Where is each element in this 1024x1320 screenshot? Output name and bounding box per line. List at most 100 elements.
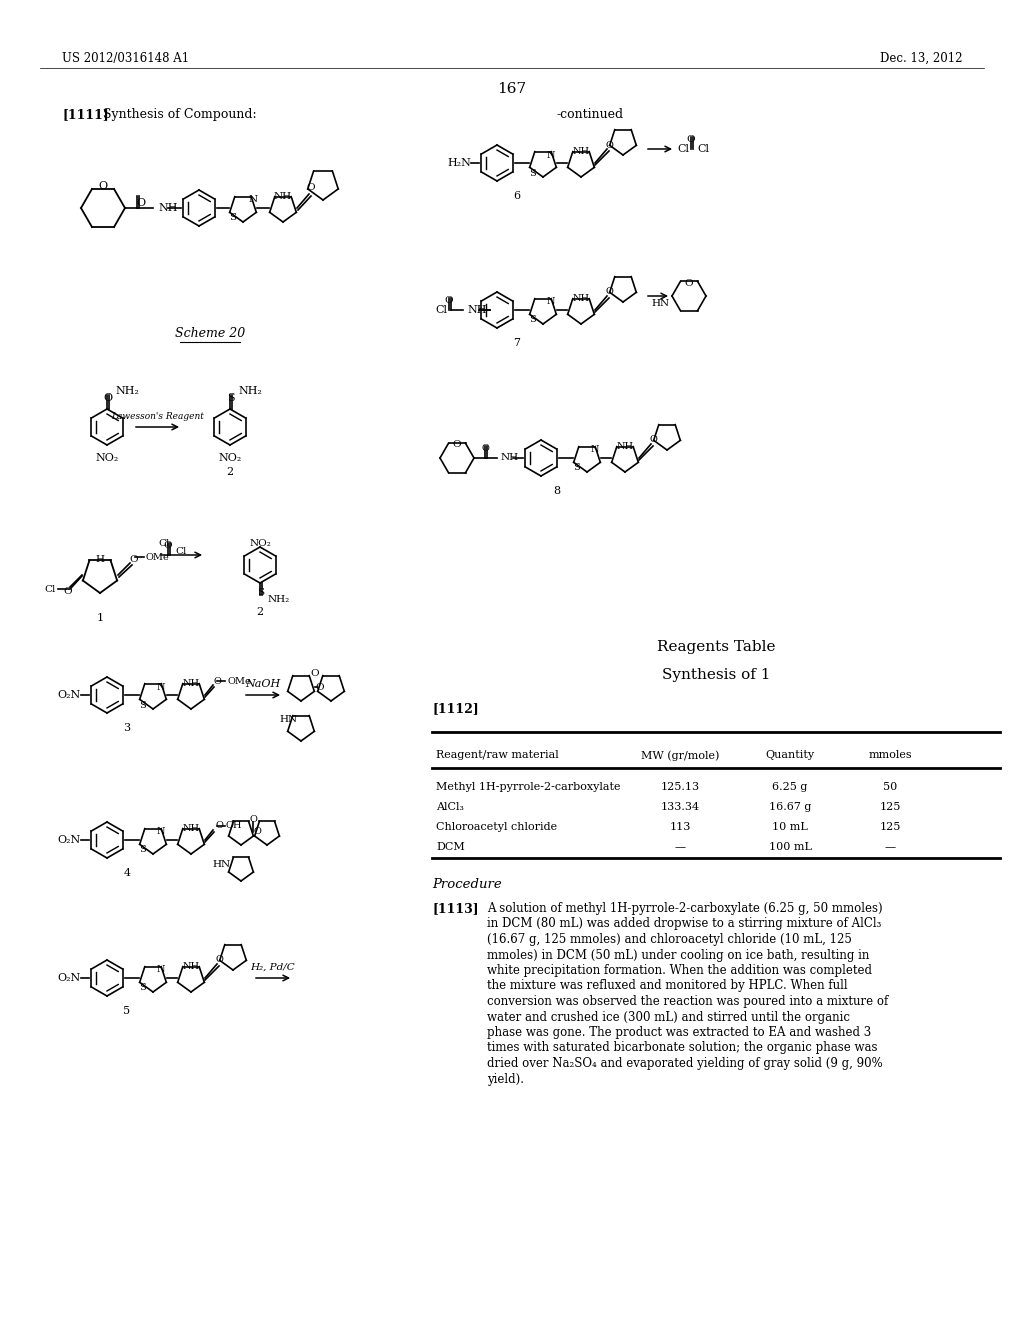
Text: N: N	[157, 682, 165, 692]
Text: AlCl₃: AlCl₃	[436, 803, 464, 812]
Text: mmoles: mmoles	[868, 750, 911, 760]
Text: yield).: yield).	[487, 1072, 524, 1085]
Text: O: O	[98, 181, 108, 191]
Text: Cl: Cl	[435, 305, 447, 315]
Text: Scheme 20: Scheme 20	[175, 327, 245, 341]
Text: O: O	[215, 956, 223, 965]
Text: NH: NH	[572, 294, 590, 304]
Text: O: O	[103, 393, 113, 403]
Text: dried over Na₂SO₄ and evaporated yielding of gray solid (9 g, 90%: dried over Na₂SO₄ and evaporated yieldin…	[487, 1057, 883, 1071]
Text: DCM: DCM	[436, 842, 465, 851]
Text: Procedure: Procedure	[432, 878, 502, 891]
Text: O: O	[306, 183, 315, 193]
Text: OMe: OMe	[227, 676, 251, 685]
Text: N: N	[547, 150, 555, 160]
Text: mmoles) in DCM (50 mL) under cooling on ice bath, resulting in: mmoles) in DCM (50 mL) under cooling on …	[487, 949, 869, 961]
Text: O₂N: O₂N	[57, 690, 81, 700]
Text: Dec. 13, 2012: Dec. 13, 2012	[880, 51, 962, 65]
Text: O: O	[136, 198, 145, 209]
Text: NO₂: NO₂	[218, 453, 242, 463]
Text: Reagent/raw material: Reagent/raw material	[436, 750, 559, 760]
Text: NH: NH	[274, 191, 292, 201]
Text: 6.25 g: 6.25 g	[772, 781, 808, 792]
Text: A solution of methyl 1H-pyrrole-2-carboxylate (6.25 g, 50 mmoles): A solution of methyl 1H-pyrrole-2-carbox…	[487, 902, 883, 915]
Text: 167: 167	[498, 82, 526, 96]
Text: O: O	[215, 821, 223, 830]
Text: N: N	[157, 828, 165, 837]
Text: S: S	[529, 315, 537, 325]
Text: O: O	[685, 279, 693, 288]
Text: HN: HN	[652, 300, 670, 309]
Text: US 2012/0316148 A1: US 2012/0316148 A1	[62, 51, 189, 65]
Text: O: O	[453, 440, 462, 449]
Text: O: O	[310, 668, 319, 677]
Text: 7: 7	[513, 338, 520, 348]
Text: white precipitation formation. When the addition was completed: white precipitation formation. When the …	[487, 964, 872, 977]
Text: Cl: Cl	[158, 539, 169, 548]
Text: [1113]: [1113]	[432, 902, 478, 915]
Text: O: O	[254, 828, 262, 837]
Text: H₂, Pd/C: H₂, Pd/C	[251, 964, 295, 972]
Text: O: O	[249, 816, 257, 825]
Text: 6: 6	[513, 191, 520, 201]
Text: in DCM (80 mL) was added dropwise to a stirring mixture of AlCl₃: in DCM (80 mL) was added dropwise to a s…	[487, 917, 882, 931]
Text: NH: NH	[182, 962, 200, 972]
Text: 125: 125	[880, 822, 901, 832]
Text: O: O	[130, 554, 138, 564]
Text: NH: NH	[572, 147, 590, 156]
Text: S: S	[139, 846, 146, 854]
Text: Synthesis of Compound:: Synthesis of Compound:	[103, 108, 257, 121]
Text: 8: 8	[553, 486, 560, 496]
Text: Cl: Cl	[175, 546, 186, 556]
Text: [1112]: [1112]	[432, 702, 479, 715]
Text: (16.67 g, 125 mmoles) and chloroacetyl chloride (10 mL, 125: (16.67 g, 125 mmoles) and chloroacetyl c…	[487, 933, 852, 946]
Text: 125.13: 125.13	[660, 781, 699, 792]
Text: 50: 50	[883, 781, 897, 792]
Text: 125: 125	[880, 803, 901, 812]
Text: 2: 2	[256, 607, 263, 616]
Text: NaOH: NaOH	[246, 678, 281, 689]
Text: O: O	[481, 444, 488, 453]
Text: S: S	[227, 393, 234, 403]
Text: NO₂: NO₂	[95, 453, 119, 463]
Text: NH₂: NH₂	[238, 385, 262, 396]
Text: OMe: OMe	[146, 553, 170, 561]
Text: Chloroacetyl chloride: Chloroacetyl chloride	[436, 822, 557, 832]
Text: 2: 2	[226, 467, 233, 477]
Text: conversion was observed the reaction was poured into a mixture of: conversion was observed the reaction was…	[487, 995, 888, 1008]
Text: NH: NH	[158, 203, 177, 213]
Text: NH₂: NH₂	[268, 594, 290, 603]
Text: MW (gr/mole): MW (gr/mole)	[641, 750, 719, 760]
Text: the mixture was refluxed and monitored by HPLC. When full: the mixture was refluxed and monitored b…	[487, 979, 848, 993]
Text: NH: NH	[467, 305, 486, 315]
Text: HN: HN	[213, 861, 231, 869]
Text: O: O	[605, 288, 613, 297]
Text: 5: 5	[124, 1006, 131, 1016]
Text: OH: OH	[226, 821, 243, 830]
Text: Quantity: Quantity	[765, 750, 814, 760]
Text: 113: 113	[670, 822, 690, 832]
Text: H: H	[95, 554, 104, 564]
Text: O: O	[164, 541, 172, 550]
Text: 16.67 g: 16.67 g	[769, 803, 811, 812]
Text: H₂N: H₂N	[447, 158, 471, 168]
Text: HN: HN	[280, 715, 298, 723]
Text: O: O	[214, 676, 222, 685]
Text: Cl: Cl	[45, 585, 56, 594]
Text: 100 mL: 100 mL	[769, 842, 811, 851]
Text: O: O	[605, 140, 613, 149]
Text: NH₂: NH₂	[115, 385, 139, 396]
Text: N: N	[591, 446, 599, 454]
Text: S: S	[229, 214, 237, 223]
Text: N: N	[249, 195, 258, 205]
Text: NH: NH	[501, 454, 519, 462]
Text: S: S	[529, 169, 537, 177]
Text: times with saturated bicarbonate solution; the organic phase was: times with saturated bicarbonate solutio…	[487, 1041, 878, 1055]
Text: Reagents Table: Reagents Table	[656, 640, 775, 653]
Text: —: —	[675, 842, 685, 851]
Text: O: O	[687, 135, 695, 144]
Text: NH: NH	[182, 824, 200, 833]
Text: O: O	[315, 682, 324, 692]
Text: 133.34: 133.34	[660, 803, 699, 812]
Text: Methyl 1H-pyrrole-2-carboxylate: Methyl 1H-pyrrole-2-carboxylate	[436, 781, 621, 792]
